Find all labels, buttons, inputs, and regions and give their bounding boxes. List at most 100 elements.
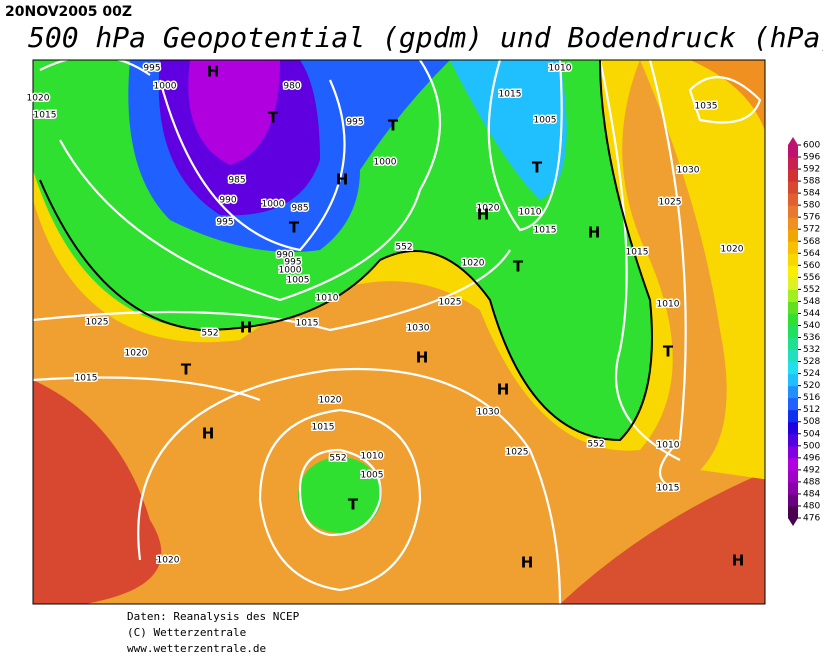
colorbar-label: 592 [803, 165, 820, 175]
isobar-label: 1025 [439, 298, 462, 308]
colorbar-swatch [788, 421, 798, 435]
colorbar-label: 576 [803, 213, 820, 223]
colorbar-label: 484 [803, 489, 820, 499]
colorbar-swatch [788, 469, 798, 483]
colorbar-swatch [788, 157, 798, 170]
isobar-label: 1010 [361, 452, 384, 462]
colorbar-swatch [788, 301, 798, 314]
isobar-label: 1000 [279, 266, 302, 276]
isobar-label: 990 [219, 196, 236, 206]
isobar-label: 1025 [659, 198, 682, 208]
colorbar-label: 504 [803, 429, 820, 439]
colorbar-label: 580 [803, 201, 820, 211]
colorbar-label: 568 [803, 237, 820, 247]
isobar-label: 1020 [462, 259, 485, 269]
colorbar-label: 492 [803, 465, 820, 475]
colorbar-swatch [788, 457, 798, 471]
isobar-label: 1025 [86, 318, 109, 328]
colorbar-swatch [788, 433, 798, 447]
colorbar-label: 540 [803, 321, 820, 331]
pressure-center: T [289, 219, 300, 237]
colorbar-swatch [788, 505, 798, 519]
pressure-center: T [532, 159, 543, 177]
colorbar-swatch [788, 337, 798, 351]
isobar-label: 1010 [657, 441, 680, 451]
colorbar-label: 516 [803, 393, 820, 403]
colorbar-swatch [788, 325, 798, 339]
pressure-center: H [521, 554, 534, 572]
colorbar-swatch [788, 253, 798, 266]
colorbar-swatch [788, 409, 798, 423]
colorbar-tip [788, 518, 798, 526]
pressure-center: H [416, 349, 429, 367]
colorbar-swatch [788, 361, 798, 375]
isobar-label: 1020 [319, 396, 342, 406]
colorbar-label: 528 [803, 357, 820, 367]
pressure-center: T [181, 361, 192, 379]
colorbar-label: 476 [803, 514, 820, 524]
isobar-label: 1015 [312, 423, 335, 433]
isobar-label: 1015 [499, 90, 522, 100]
isobar-label: 552 [395, 243, 412, 253]
colorbar-swatch [788, 289, 798, 302]
colorbar-label: 536 [803, 333, 820, 343]
isobar-label: 1030 [477, 408, 500, 418]
colorbar-swatch [788, 217, 798, 230]
colorbar-label: 508 [803, 417, 820, 427]
colorbar: 476 480 484 488 492 496 500 504 508 512 516 520 524 5… [788, 137, 820, 526]
isobar-label: 1015 [75, 374, 98, 384]
pressure-center: T [348, 496, 359, 514]
footer-line: (C) Wetterzentrale [127, 626, 246, 639]
colorbar-swatch [788, 265, 798, 278]
isobar-label: 995 [216, 218, 233, 228]
pressure-center: H [240, 319, 253, 337]
isobar-label: 990 [276, 251, 293, 261]
isobar-label: 1000 [262, 200, 285, 210]
colorbar-label: 488 [803, 477, 820, 487]
isobar-label: 1030 [677, 166, 700, 176]
colorbar-label: 524 [803, 369, 820, 379]
colorbar-label: 544 [803, 309, 820, 319]
pressure-center: T [388, 117, 399, 135]
colorbar-label: 588 [803, 177, 820, 187]
isobar-label: 985 [291, 204, 308, 214]
isobar-label: 552 [201, 329, 218, 339]
isobar-label: 552 [329, 454, 346, 464]
colorbar-swatch [788, 385, 798, 399]
isobar-label: 980 [283, 82, 300, 92]
colorbar-swatch [788, 181, 798, 194]
colorbar-swatch [788, 373, 798, 387]
isobar-label: 1010 [549, 64, 572, 74]
colorbar-label: 572 [803, 225, 820, 235]
colorbar-label: 552 [803, 285, 820, 295]
pressure-center: H [202, 425, 215, 443]
isobar-label: 1005 [361, 471, 384, 481]
pressure-center: H [732, 552, 745, 570]
date: 20NOV2005 00Z [5, 4, 132, 20]
colorbar-label: 600 [803, 141, 820, 151]
isobar-label: 1010 [657, 300, 680, 310]
colorbar-label: 496 [803, 453, 820, 463]
isobar-label: 552 [587, 440, 604, 450]
colorbar-swatch [788, 205, 798, 218]
map-frame [32, 59, 766, 605]
colorbar-swatch [788, 145, 798, 158]
isobar-label: 995 [346, 118, 363, 128]
isobar-label: 1015 [534, 226, 557, 236]
isobar-label: 1000 [374, 158, 397, 168]
isobar-label: 1020 [721, 245, 744, 255]
colorbar-label: 532 [803, 345, 820, 355]
footer-line: www.wetterzentrale.de [127, 642, 266, 655]
isobar-label: 1020 [157, 556, 180, 566]
colorbar-swatch [788, 349, 798, 363]
colorbar-swatch [788, 169, 798, 182]
isobar-label: 1010 [316, 294, 339, 304]
isobar-label: 1015 [34, 111, 57, 121]
pressure-center: H [207, 63, 220, 81]
footer-line: Daten: Reanalysis des NCEP [127, 610, 300, 623]
colorbar-label: 500 [803, 441, 820, 451]
colorbar-label: 512 [803, 405, 820, 415]
colorbar-swatch [788, 313, 798, 326]
